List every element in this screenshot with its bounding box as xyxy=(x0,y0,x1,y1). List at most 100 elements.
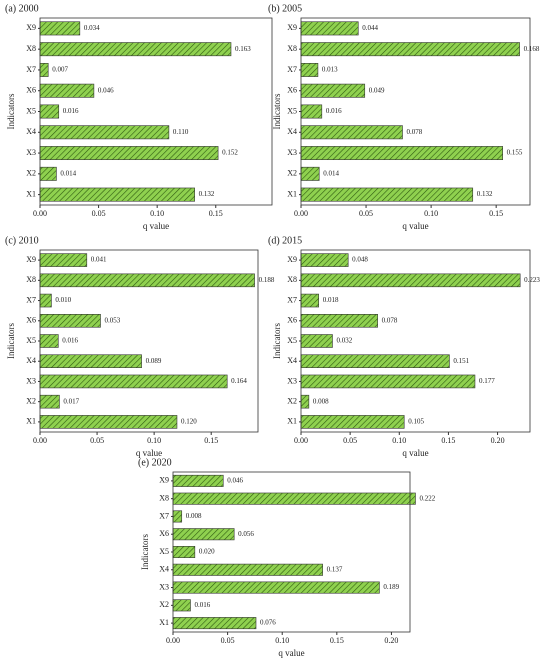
x-axis-label: q value xyxy=(143,221,169,231)
y-tick-label: X9 xyxy=(26,255,36,264)
x-tick-label: 0.10 xyxy=(392,436,406,445)
value-label: 0.020 xyxy=(199,548,215,556)
y-axis-label: Indicators xyxy=(272,323,282,359)
bar xyxy=(172,510,183,523)
bar xyxy=(172,563,323,576)
x-tick-label: 0.15 xyxy=(330,636,344,645)
bar xyxy=(300,253,349,267)
y-tick-label: X3 xyxy=(26,148,36,157)
bar xyxy=(300,354,450,368)
value-label: 0.110 xyxy=(173,128,189,136)
y-tick-label: X8 xyxy=(159,493,169,502)
y-tick-label: X7 xyxy=(287,295,297,304)
bar xyxy=(172,528,235,541)
panel-title: (d) 2015 xyxy=(268,235,302,246)
value-label: 0.016 xyxy=(326,107,342,115)
y-tick-label: X5 xyxy=(26,336,36,345)
value-label: 0.076 xyxy=(260,619,276,627)
bar xyxy=(300,62,319,77)
x-tick-label: 0.15 xyxy=(489,209,503,218)
panel-title: (e) 2020 xyxy=(138,457,172,468)
x-tick-label: 0.05 xyxy=(92,209,106,218)
value-label: 0.008 xyxy=(186,512,202,520)
value-label: 0.017 xyxy=(63,397,79,405)
bar xyxy=(300,293,319,308)
x-axis-label: q value xyxy=(402,448,428,458)
y-tick-label: X9 xyxy=(159,476,169,485)
y-tick-label: X2 xyxy=(287,169,297,178)
value-label: 0.008 xyxy=(313,397,329,405)
bar xyxy=(39,374,228,389)
x-tick-label: 0.00 xyxy=(294,436,308,445)
y-tick-label: X8 xyxy=(287,275,297,284)
y-axis-label: Indicators xyxy=(6,323,16,359)
value-label: 0.046 xyxy=(98,86,114,94)
y-axis-label: Indicators xyxy=(140,534,150,570)
bar xyxy=(300,83,366,98)
x-tick-label: 0.15 xyxy=(441,436,455,445)
y-tick-label: X6 xyxy=(26,316,36,325)
y-tick-label: X9 xyxy=(287,255,297,264)
value-label: 0.014 xyxy=(60,169,76,177)
bar xyxy=(300,104,323,119)
plot-frame xyxy=(39,249,259,433)
x-tick-label: 0.00 xyxy=(33,209,47,218)
bar xyxy=(172,492,416,505)
value-label: 0.018 xyxy=(323,296,339,304)
value-label: 0.132 xyxy=(199,190,215,198)
y-tick-label: X5 xyxy=(287,106,297,115)
value-label: 0.168 xyxy=(524,45,540,53)
value-label: 0.078 xyxy=(406,128,422,136)
bar xyxy=(39,394,60,409)
value-label: 0.016 xyxy=(63,107,79,115)
plot-frame xyxy=(39,17,273,206)
bar xyxy=(39,83,95,98)
x-axis-label: q value xyxy=(136,448,162,458)
value-label: 0.034 xyxy=(84,24,100,32)
y-tick-label: X2 xyxy=(26,169,36,178)
y-tick-label: X7 xyxy=(287,65,297,74)
y-tick-label: X2 xyxy=(159,600,169,609)
bar xyxy=(172,474,224,487)
bar xyxy=(172,617,257,630)
value-label: 0.152 xyxy=(222,149,238,157)
value-label: 0.078 xyxy=(382,316,398,324)
bar xyxy=(300,334,333,348)
y-tick-label: X1 xyxy=(287,189,297,198)
bar xyxy=(300,394,310,409)
y-tick-label: X6 xyxy=(287,316,297,325)
bar xyxy=(300,187,474,202)
bar xyxy=(300,21,359,36)
x-axis-label: q value xyxy=(402,221,428,231)
x-tick-label: 0.05 xyxy=(221,636,235,645)
bar xyxy=(39,334,59,348)
y-tick-label: X6 xyxy=(26,86,36,95)
value-label: 0.016 xyxy=(62,337,78,345)
bar xyxy=(39,42,232,57)
y-tick-label: X3 xyxy=(287,148,297,157)
x-tick-label: 0.10 xyxy=(150,209,164,218)
bar xyxy=(300,42,520,57)
y-tick-label: X3 xyxy=(26,376,36,385)
value-label: 0.105 xyxy=(408,417,424,425)
y-axis-label: Indicators xyxy=(272,93,282,129)
x-tick-label: 0.15 xyxy=(209,209,223,218)
x-tick-label: 0.10 xyxy=(424,209,438,218)
value-label: 0.222 xyxy=(419,494,435,502)
y-tick-label: X4 xyxy=(287,127,297,136)
value-label: 0.188 xyxy=(259,276,275,284)
bar xyxy=(300,273,521,288)
value-label: 0.137 xyxy=(327,565,343,573)
y-tick-label: X5 xyxy=(26,106,36,115)
x-tick-label: 0.10 xyxy=(147,436,161,445)
bar xyxy=(39,125,170,140)
value-label: 0.048 xyxy=(352,256,368,264)
y-tick-label: X9 xyxy=(287,23,297,32)
bar xyxy=(300,166,320,181)
y-tick-label: X7 xyxy=(26,65,36,74)
y-tick-label: X5 xyxy=(287,336,297,345)
y-tick-label: X1 xyxy=(26,417,36,426)
y-tick-label: X4 xyxy=(26,356,36,365)
y-tick-label: X5 xyxy=(159,547,169,556)
